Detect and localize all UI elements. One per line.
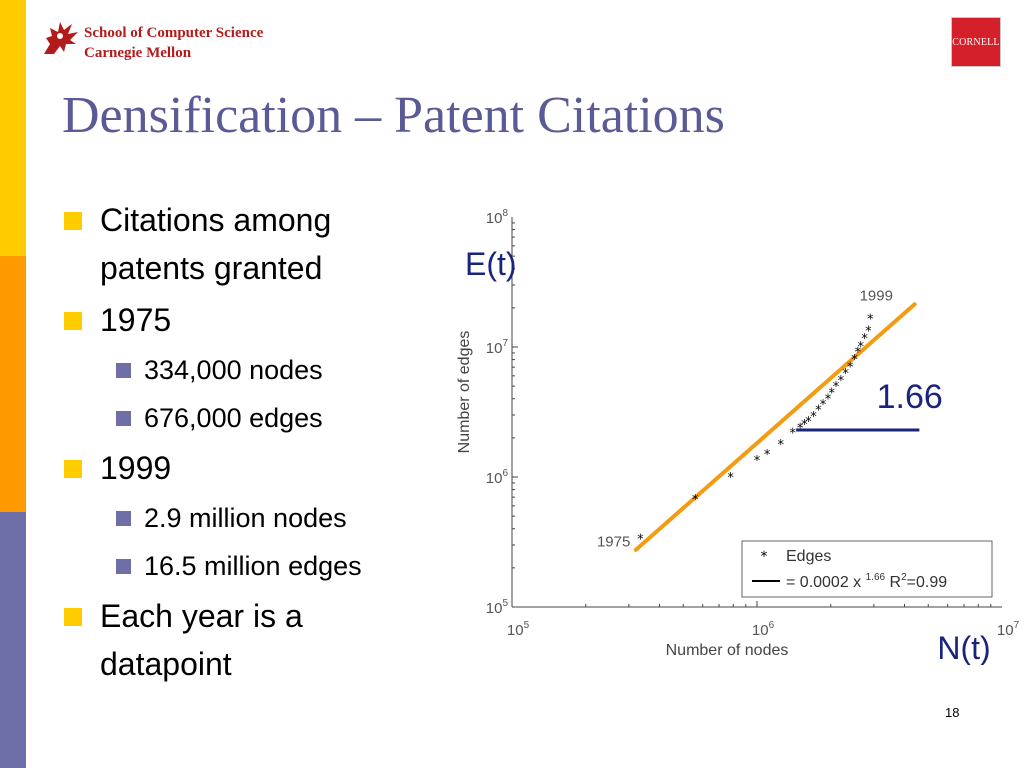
data-point: * — [692, 493, 699, 508]
page-number: 18 — [945, 705, 960, 720]
bullet-text: 1999 — [100, 450, 172, 486]
x-tick-label: 107 — [997, 620, 1020, 639]
data-point: * — [867, 313, 874, 328]
side-bar-yellow — [0, 0, 26, 256]
school-line-1: School of Computer Science — [84, 25, 264, 41]
bullet-citations: Citations among patents granted — [62, 196, 440, 292]
legend-entry-edges: Edges — [786, 548, 831, 565]
data-point: * — [727, 471, 734, 486]
data-point: * — [815, 404, 822, 419]
bullet-1975: 1975 — [62, 296, 440, 344]
legend-marker: * — [761, 549, 768, 565]
y-tick-label: 106 — [486, 468, 509, 487]
data-point: * — [810, 410, 817, 425]
x-tick-label: 105 — [507, 620, 530, 639]
bullet-text: Citations among patents granted — [100, 202, 332, 286]
bullet-square-icon — [64, 212, 82, 230]
data-point: * — [857, 340, 864, 355]
slide-title: Densification – Patent Citations — [62, 87, 725, 144]
slope-label: 1.66 — [877, 378, 943, 416]
data-point: * — [790, 426, 797, 441]
sub-bullet-1999-nodes: 2.9 million nodes — [114, 496, 440, 540]
data-point: * — [754, 454, 761, 469]
data-point: * — [825, 393, 832, 408]
school-line-2: Carnegie Mellon — [84, 45, 192, 61]
bullet-text: 334,000 nodes — [144, 355, 323, 385]
bullet-text: Each year is a datapoint — [100, 598, 303, 682]
x-tick-label: 106 — [752, 620, 775, 639]
bullet-text: 2.9 million nodes — [144, 503, 347, 533]
data-point: * — [764, 448, 771, 463]
y-tick-label: 108 — [486, 208, 509, 227]
data-point: * — [637, 533, 644, 548]
bullet-text: 1975 — [100, 302, 172, 338]
school-name: School of Computer Science Carnegie Mell… — [84, 23, 263, 63]
x-variable-label: N(t) — [937, 630, 990, 665]
legend-box — [741, 540, 993, 598]
bullet-square-icon — [64, 460, 82, 478]
data-point: * — [842, 367, 849, 382]
data-point: * — [855, 346, 862, 361]
data-point: * — [829, 387, 836, 402]
sub-bullet-square-icon — [116, 511, 131, 526]
sub-bullet-square-icon — [116, 559, 131, 574]
start-year-label: 1975 — [597, 534, 630, 551]
sub-bullet-square-icon — [116, 363, 131, 378]
bullet-square-icon — [64, 608, 82, 626]
data-point: * — [801, 418, 808, 433]
y-tick-label: 105 — [486, 598, 509, 617]
cornell-logo: CORNELL — [951, 17, 1001, 67]
data-point: * — [851, 353, 858, 368]
y-variable-label: E(t) — [465, 246, 517, 282]
data-point: * — [847, 360, 854, 375]
data-point: * — [805, 415, 812, 430]
data-point: * — [861, 332, 868, 347]
fit-line — [633, 302, 917, 552]
y-axis-label: Number of edges — [456, 331, 473, 454]
bullet-square-icon — [64, 312, 82, 330]
data-point: * — [820, 398, 827, 413]
x-axis-label: Number of nodes — [666, 642, 789, 659]
y-tick-label: 107 — [486, 338, 509, 357]
sub-bullet-1999-edges: 16.5 million edges — [114, 544, 440, 588]
sub-bullet-square-icon — [116, 411, 131, 426]
legend-fit-label: = 0.0002 x 1.66 R2=0.99 — [786, 572, 947, 591]
data-point: * — [833, 380, 840, 395]
bullet-text: 676,000 edges — [144, 403, 323, 433]
data-point: * — [865, 324, 872, 339]
densification-chart: 105 106 107 105 106 107 108 Number of nodes Numb… — [456, 208, 1020, 665]
bullet-list: Citations among patents granted 1975 334… — [62, 196, 440, 692]
sub-bullet-1975-nodes: 334,000 nodes — [114, 348, 440, 392]
bullet-datapoint: Each year is a datapoint — [62, 592, 400, 688]
end-year-label: 1999 — [860, 288, 893, 305]
bullet-1999: 1999 — [62, 444, 440, 492]
cmu-griffin-logo-icon — [44, 22, 78, 54]
data-point: * — [838, 374, 845, 389]
data-point: * — [777, 438, 784, 453]
side-bar-orange — [0, 256, 26, 512]
sub-bullet-1975-edges: 676,000 edges — [114, 396, 440, 440]
bullet-text: 16.5 million edges — [144, 551, 362, 581]
side-bar-purple — [0, 512, 26, 768]
